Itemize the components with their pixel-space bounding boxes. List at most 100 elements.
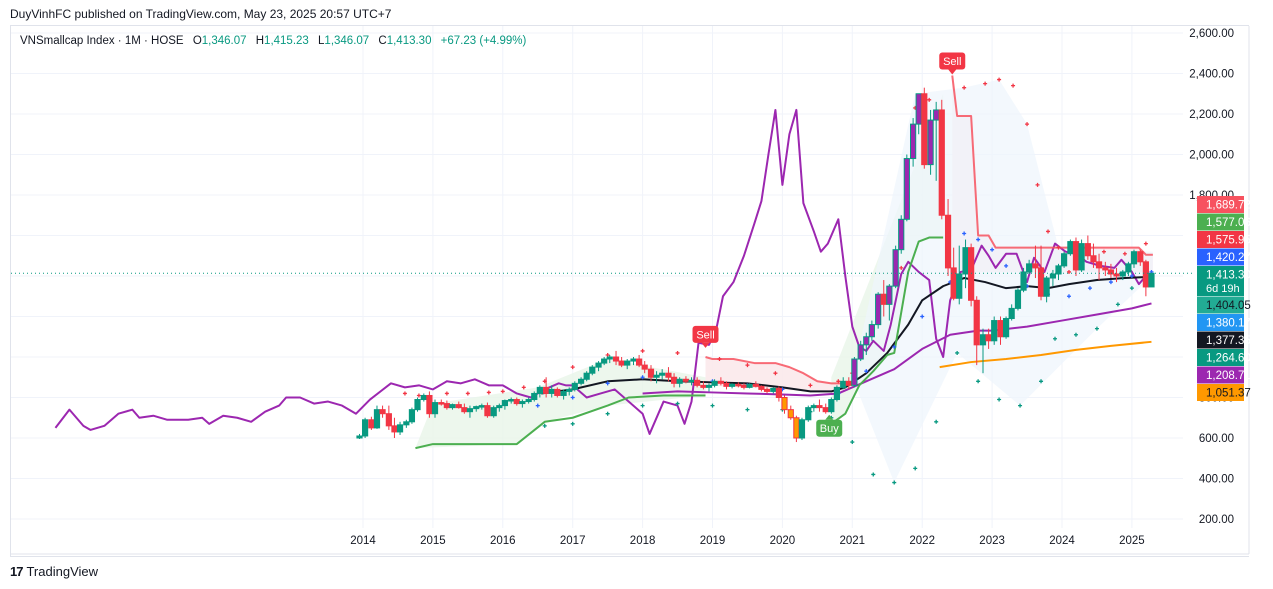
stop-dot-red: [640, 348, 645, 353]
candle-body: [793, 417, 800, 439]
series-line-4: [415, 394, 706, 450]
candle-body: [641, 364, 648, 370]
candle-body: [583, 372, 590, 380]
candle-body: [705, 384, 713, 388]
low-value: 1,346.07: [324, 35, 370, 47]
candle-body: [361, 419, 369, 437]
candle-body: [740, 384, 748, 388]
candle-body: [892, 249, 899, 287]
candle-body: [636, 358, 643, 366]
stop-dot-blue: [990, 247, 995, 252]
candle-body: [903, 158, 910, 220]
stop-dot-teal: [745, 407, 750, 412]
stop-dot-teal: [570, 421, 575, 426]
stop-dot-blue: [535, 403, 540, 408]
candle-body: [618, 360, 625, 366]
candle-body: [886, 285, 893, 305]
open-value: 1,346.07: [201, 35, 247, 47]
stop-dot-blue: [1087, 286, 1092, 291]
stop-dot-teal: [955, 350, 960, 355]
candle-body: [508, 399, 515, 402]
low-label: L: [318, 35, 325, 47]
candle-body: [1008, 307, 1015, 320]
candle-body: [973, 299, 980, 346]
stop-dot-red: [1143, 241, 1148, 246]
candle-body: [758, 385, 765, 390]
stop-dot-red: [1056, 245, 1061, 250]
candle-body: [915, 93, 922, 125]
price-label-countdown: 6d 19h: [1206, 283, 1240, 295]
candle-body: [1102, 267, 1109, 271]
price-label-value: 1,404.05: [1206, 300, 1251, 312]
candle-body: [653, 374, 660, 378]
x-tick-label: 2016: [490, 535, 516, 547]
stop-dot-red: [997, 77, 1002, 82]
tradingview-brand[interactable]: 17 TradingView: [10, 564, 98, 579]
candle-body: [543, 386, 550, 394]
candle-body: [950, 267, 957, 299]
price-label-value: 1,051.37: [1206, 388, 1251, 400]
publisher-line: DuyVinhFC published on TradingView.com, …: [10, 7, 392, 21]
candle-body: [531, 392, 538, 401]
stop-dot-teal: [1039, 379, 1044, 384]
candle-body: [816, 405, 823, 409]
stop-dot-teal: [871, 472, 876, 477]
stop-dot-teal: [1053, 336, 1058, 341]
stop-dot-teal: [934, 419, 939, 424]
stop-dot-blue: [1108, 280, 1113, 285]
stop-dot-blue: [864, 369, 869, 374]
candle-body: [746, 383, 753, 388]
y-tick-label: 2,000.00: [1189, 150, 1234, 162]
candle-body: [391, 425, 398, 433]
stop-dot-red: [675, 350, 680, 355]
stop-dot-teal: [892, 480, 897, 485]
price-label-value: 1,577.06: [1206, 217, 1251, 229]
stop-dot-red: [1101, 249, 1106, 254]
candle-body: [595, 362, 602, 368]
x-tick-label: 2019: [700, 535, 726, 547]
stop-dot-red: [717, 357, 722, 362]
candle-body: [554, 388, 561, 396]
candle-body: [798, 419, 806, 439]
candle-body: [1107, 269, 1115, 275]
y-tick-label: 2,600.00: [1189, 28, 1234, 40]
x-tick-label: 2025: [1119, 535, 1145, 547]
candle-body: [851, 358, 858, 386]
x-tick-label: 2022: [909, 535, 935, 547]
candle-body: [875, 293, 882, 326]
price-label-box: [1197, 196, 1244, 213]
stop-dot-blue: [920, 314, 925, 319]
symbol-name: VNSmallcap Index · 1M · HOSE: [20, 35, 184, 47]
price-label-value: 1,380.17: [1206, 318, 1251, 330]
candle-body: [985, 334, 992, 342]
candle-body: [991, 320, 998, 342]
candle-body: [787, 409, 794, 419]
candle-body: [956, 273, 963, 299]
candle-body: [1148, 272, 1155, 288]
candle-body: [1119, 271, 1126, 277]
signal-pointer: [701, 342, 710, 348]
candle-body: [711, 380, 718, 386]
candle-body: [478, 405, 485, 408]
candle-body: [805, 407, 812, 421]
price-label-value: 1,575.95: [1206, 235, 1251, 247]
price-label-box: [1197, 331, 1244, 349]
candle-body: [501, 400, 508, 407]
stop-dot-red: [605, 352, 610, 357]
stop-dot-red: [416, 393, 421, 398]
price-label-value: 1,413.30: [1206, 270, 1251, 282]
candle-body: [560, 390, 567, 396]
price-label-box: [1197, 266, 1244, 296]
candle-body: [735, 383, 742, 387]
stop-dot-teal: [997, 397, 1002, 402]
candle-body: [577, 378, 585, 384]
candle-body: [443, 403, 450, 409]
x-tick-label: 2017: [560, 535, 586, 547]
candle-body: [624, 360, 631, 366]
candle-body: [723, 382, 730, 387]
stop-dot-red: [927, 97, 932, 102]
stop-dot-red: [1122, 251, 1127, 256]
stop-dot-blue: [640, 375, 645, 380]
stop-dot-red: [1011, 83, 1016, 88]
